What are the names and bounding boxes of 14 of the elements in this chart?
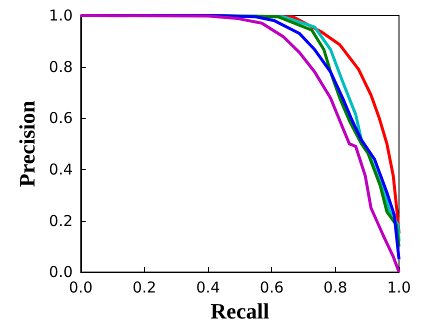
y-tick-label: 0.0 [48,263,73,282]
y-tick-label: 0.4 [48,160,73,178]
x-tick-label: 1.0 [387,278,411,297]
x-tick-label: 0.6 [260,278,284,297]
y-tick-label: 1.0 [48,6,73,24]
x-tick-label: 0.4 [196,278,220,297]
y-tick-label: 0.6 [48,109,73,128]
x-tick-label: 0.2 [132,278,156,297]
x-axis-title: Recall [210,298,270,324]
y-axis-title: Precision [14,100,40,187]
y-tick-label: 0.2 [48,212,73,230]
y-tick-label: 0.8 [48,58,73,76]
x-tick-label: 0.8 [323,278,348,297]
x-tick-label: 0.0 [68,278,93,297]
